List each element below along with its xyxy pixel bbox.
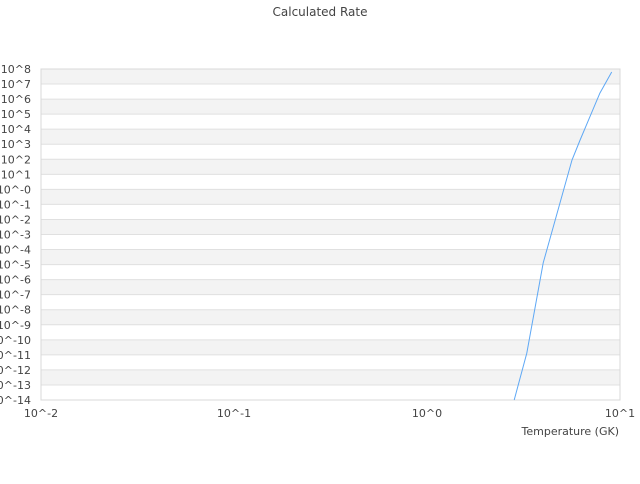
- x-tick-label: 10^-2: [24, 407, 58, 420]
- y-tick-label: 10^5: [1, 108, 31, 121]
- y-tick-label: 10^3: [1, 138, 31, 151]
- y-tick-label: 10^-2: [0, 213, 31, 226]
- x-tick-label: 10^-1: [217, 407, 251, 420]
- grid-band: [41, 204, 620, 220]
- grid-band: [41, 354, 620, 370]
- y-tick-label: 10^2: [1, 153, 31, 166]
- grid-band: [41, 99, 620, 115]
- grid-band: [41, 69, 620, 85]
- grid-band: [41, 279, 620, 295]
- y-tick-label: 10^-3: [0, 229, 31, 242]
- y-tick-label: 10^-4: [0, 244, 31, 257]
- x-axis-label: Temperature (GK): [521, 425, 620, 438]
- y-tick-label: 10^-12: [0, 364, 31, 377]
- grid-band: [41, 264, 620, 280]
- grid-band: [41, 219, 620, 235]
- y-tick-label: 10^-0: [0, 183, 31, 196]
- y-tick-label: 10^7: [1, 78, 31, 91]
- y-tick-label: 10^6: [1, 93, 31, 106]
- grid-band: [41, 174, 620, 190]
- grid-band: [41, 294, 620, 310]
- grid-band: [41, 129, 620, 145]
- y-tick-label: 10^-11: [0, 349, 31, 362]
- grid-band: [41, 384, 620, 400]
- y-tick-label: 10^-7: [0, 289, 31, 302]
- grid-band: [41, 324, 620, 340]
- grid-band: [41, 249, 620, 265]
- plot-frame: [40, 68, 621, 401]
- y-tick-label: 10^4: [1, 123, 31, 136]
- y-tick-label: 10^8: [1, 63, 31, 76]
- grid-band: [41, 189, 620, 205]
- y-tick-label: 10^-14: [0, 394, 31, 407]
- grid-band: [41, 309, 620, 325]
- grid-band: [41, 144, 620, 160]
- y-tick-label: 10^-10: [0, 334, 31, 347]
- x-tick-label: 10^0: [412, 407, 442, 420]
- grid-band: [41, 369, 620, 385]
- grid-band: [41, 339, 620, 355]
- x-tick-label: 10^1: [605, 407, 635, 420]
- y-tick-label: 10^-6: [0, 274, 31, 287]
- y-tick-label: 10^-9: [0, 319, 31, 332]
- y-tick-label: 10^-8: [0, 304, 31, 317]
- y-tick-label: 10^-1: [0, 198, 31, 211]
- y-tick-label: 10^-13: [0, 379, 31, 392]
- chart-title: Calculated Rate: [273, 5, 368, 19]
- rate-series-line: [513, 71, 613, 401]
- grid-band: [41, 234, 620, 250]
- y-tick-label: 10^1: [1, 168, 31, 181]
- grid-band: [41, 159, 620, 175]
- y-tick-label: 10^-5: [0, 259, 31, 272]
- grid-band: [41, 114, 620, 130]
- grid-band: [41, 84, 620, 100]
